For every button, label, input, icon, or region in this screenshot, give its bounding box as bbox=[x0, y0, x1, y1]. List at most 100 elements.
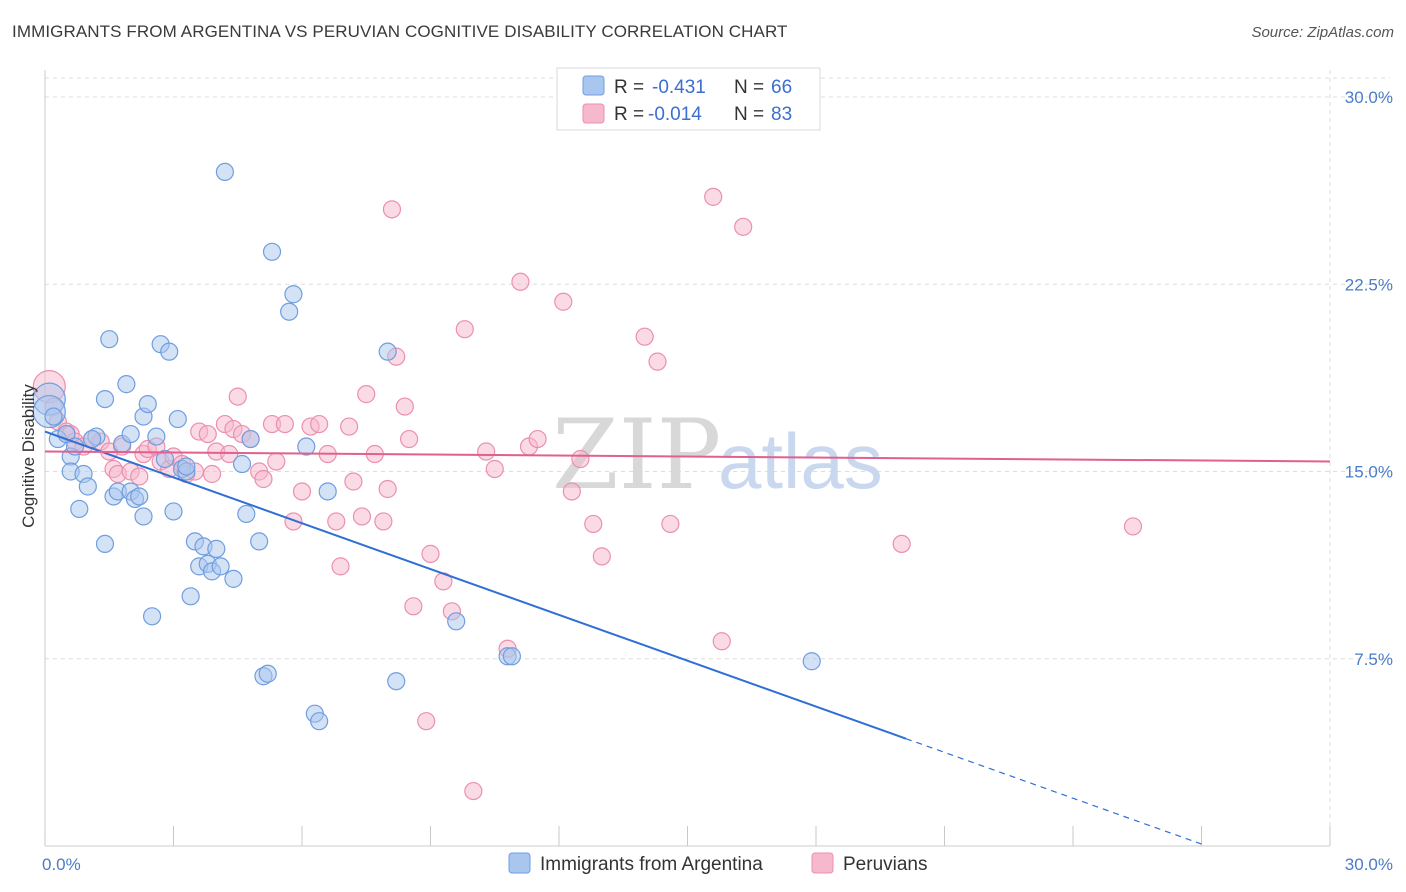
argentina-point-40 bbox=[211, 557, 230, 576]
legend-r-value-argentina: -0.431 bbox=[652, 77, 706, 98]
bottom-legend-label-argentina: Immigrants from Argentina bbox=[540, 854, 763, 875]
argentina-point-23 bbox=[138, 394, 157, 414]
y-tick-label-0: 7.5% bbox=[1354, 650, 1393, 669]
peruvians-point-14 bbox=[130, 467, 149, 486]
argentina-point-11 bbox=[95, 534, 115, 554]
argentina-point-46 bbox=[250, 532, 269, 551]
peruvians-point-48 bbox=[352, 507, 372, 526]
argentina-point-27 bbox=[155, 449, 175, 469]
y-tick-label-1: 15.0% bbox=[1345, 463, 1393, 482]
argentina-point-33 bbox=[181, 587, 200, 606]
peruvians-point-57 bbox=[417, 712, 436, 731]
peruvians-point-40 bbox=[292, 482, 312, 501]
argentina-point-62 bbox=[44, 407, 63, 426]
legend-n-label-peruvians: N = bbox=[734, 104, 764, 125]
argentina-point-13 bbox=[100, 330, 119, 349]
peruvians-point-75 bbox=[648, 352, 667, 371]
peruvians-point-81 bbox=[1123, 517, 1143, 536]
argentina-point-18 bbox=[121, 424, 140, 444]
peruvians-point-78 bbox=[712, 632, 731, 651]
argentina-point-49 bbox=[262, 242, 282, 261]
peruvians-point-26 bbox=[202, 464, 222, 484]
argentina-point-60 bbox=[502, 647, 521, 666]
peruvians-point-38 bbox=[275, 414, 294, 434]
bottom-legend-swatch-argentina bbox=[508, 852, 531, 874]
legend-box: R = -0.431 N = 66 R = -0.014 N = 83 bbox=[556, 67, 821, 131]
bottom-legend: Immigrants from Argentina Peruvians bbox=[508, 852, 928, 875]
peruvians-point-31 bbox=[228, 387, 247, 406]
argentina-point-58 bbox=[447, 612, 466, 631]
argentina-trend-extension bbox=[905, 738, 1202, 845]
argentina-point-25 bbox=[147, 427, 166, 446]
peruvians-point-80 bbox=[892, 534, 911, 554]
peruvians-point-54 bbox=[395, 397, 414, 416]
peruvians-point-55 bbox=[399, 429, 419, 449]
argentina-point-54 bbox=[310, 712, 329, 731]
argentina-point-44 bbox=[237, 504, 256, 524]
argentina-point-55 bbox=[318, 482, 337, 501]
argentina-point-45 bbox=[241, 429, 260, 449]
legend-n-value-argentina: 66 bbox=[771, 77, 792, 98]
argentina-point-17 bbox=[117, 375, 136, 394]
argentina-point-64 bbox=[83, 429, 102, 449]
y-tick-labels: 7.5% 15.0% 22.5% 30.0% bbox=[1345, 88, 1393, 669]
legend-r-value-peruvians: -0.014 bbox=[648, 104, 702, 125]
chart-title: IMMIGRANTS FROM ARGENTINA VS PERUVIAN CO… bbox=[12, 22, 788, 41]
legend-swatch-argentina bbox=[582, 75, 605, 96]
legend-r-label-argentina: R = bbox=[614, 77, 644, 98]
peruvians-point-71 bbox=[571, 449, 590, 469]
peruvians-point-77 bbox=[704, 187, 723, 206]
argentina-point-65 bbox=[134, 507, 153, 526]
peruvians-point-51 bbox=[374, 512, 393, 531]
argentina-point-52 bbox=[297, 437, 316, 456]
argentina-point-56 bbox=[378, 342, 397, 361]
peruvians-point-66 bbox=[511, 272, 530, 291]
peruvians-point-44 bbox=[327, 512, 346, 531]
y-tick-label-3: 30.0% bbox=[1345, 88, 1393, 107]
legend-n-label-argentina: N = bbox=[734, 77, 764, 98]
argentina-point-41 bbox=[215, 162, 234, 181]
peruvians-point-69 bbox=[554, 292, 573, 311]
argentina-point-29 bbox=[164, 502, 183, 521]
watermark-atlas: atlas bbox=[718, 417, 883, 505]
argentina-point-28 bbox=[160, 342, 179, 361]
peruvians-point-58 bbox=[421, 544, 440, 563]
bottom-legend-label-peruvians: Peruvians bbox=[843, 854, 928, 875]
peruvians-point-82 bbox=[382, 200, 402, 219]
legend-r-label-peruvians: R = bbox=[614, 104, 644, 125]
argentina-point-30 bbox=[168, 409, 187, 429]
peruvians-point-49 bbox=[357, 385, 376, 404]
argentina-point-43 bbox=[232, 454, 252, 474]
argentina-point-9 bbox=[78, 477, 97, 496]
peruvians-point-73 bbox=[592, 547, 611, 566]
grid-lines bbox=[45, 70, 1390, 846]
peruvians-point-56 bbox=[404, 597, 423, 616]
argentina-point-63 bbox=[177, 457, 196, 476]
argentina-point-50 bbox=[280, 302, 299, 321]
argentina-points bbox=[32, 162, 821, 731]
argentina-point-39 bbox=[207, 539, 226, 558]
peruvians-point-46 bbox=[340, 417, 359, 436]
peruvians-point-45 bbox=[331, 557, 350, 576]
peruvians-point-52 bbox=[378, 479, 397, 499]
peruvians-point-35 bbox=[254, 469, 273, 489]
peruvians-point-64 bbox=[485, 459, 504, 479]
y-axis-title: Cognitive Disability bbox=[19, 384, 38, 528]
argentina-point-61 bbox=[802, 652, 821, 671]
peruvians-point-62 bbox=[464, 781, 483, 801]
watermark: ZIP atlas bbox=[552, 399, 883, 511]
peruvians-point-61 bbox=[455, 320, 474, 339]
argentina-point-24 bbox=[142, 607, 162, 626]
peruvians-point-63 bbox=[477, 442, 496, 461]
argentina-point-21 bbox=[130, 487, 149, 506]
argentina-point-57 bbox=[387, 672, 406, 691]
peruvians-trend-line bbox=[44, 450, 1331, 463]
peruvians-point-37 bbox=[267, 452, 286, 471]
argentina-point-7 bbox=[70, 499, 89, 519]
peruvians-point-72 bbox=[584, 514, 603, 534]
bottom-legend-swatch-peruvians bbox=[811, 852, 834, 874]
argentina-point-12 bbox=[95, 389, 115, 409]
legend-swatch-peruvians bbox=[582, 103, 605, 124]
argentina-point-42 bbox=[224, 569, 243, 588]
